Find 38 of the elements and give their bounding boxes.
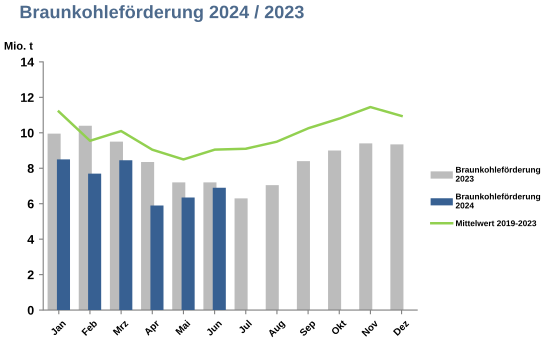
x-tick-label: Sep (298, 320, 318, 338)
legend-label: Braunkohleförderung 2024 (456, 193, 540, 208)
x-tick-label: Aug (267, 320, 286, 339)
y-tick-label: 0 (28, 306, 34, 315)
line-series (58, 106, 403, 161)
y-tick-label: 2 (28, 270, 34, 280)
legend-label: Mittelwert 2019-2023 (456, 220, 536, 226)
x-tick-label: Mrz (112, 320, 129, 336)
x-tick-label: Mai (174, 320, 191, 336)
bar (182, 198, 195, 310)
bar (150, 205, 164, 310)
x-tick-label: Feb (81, 319, 98, 336)
bar (390, 144, 404, 310)
bar (359, 143, 372, 310)
y-tick-label: 6 (28, 200, 34, 208)
x-tick-label: Jun (206, 320, 222, 336)
x-tick-label: Nov (361, 319, 379, 337)
x-tick-label: Okt (330, 319, 347, 336)
y-tick-label: 8 (28, 164, 34, 173)
x-tick-label: Dez (392, 320, 410, 336)
x-tick-label: Jan (50, 320, 66, 336)
bar (296, 161, 310, 310)
x-tick-label: Apr (144, 319, 162, 338)
y-tick-label: 12 (21, 93, 34, 102)
bar (234, 198, 248, 310)
bar (56, 159, 70, 310)
x-tick-label: Jul (238, 320, 252, 334)
y-tick-label: 4 (27, 235, 34, 244)
chart-title: Braunkohleförderung 2024 / 2023 (20, 5, 304, 22)
bar (119, 160, 132, 310)
bar (88, 174, 102, 310)
legend-label: Braunkohleförderung 2023 (456, 166, 540, 182)
bar (212, 188, 226, 310)
y-tick-label: 10 (21, 128, 34, 138)
bar (328, 150, 342, 310)
y-axis-title: Mio. t (4, 42, 33, 50)
bar (266, 185, 279, 310)
y-tick-label: 14 (21, 58, 34, 66)
